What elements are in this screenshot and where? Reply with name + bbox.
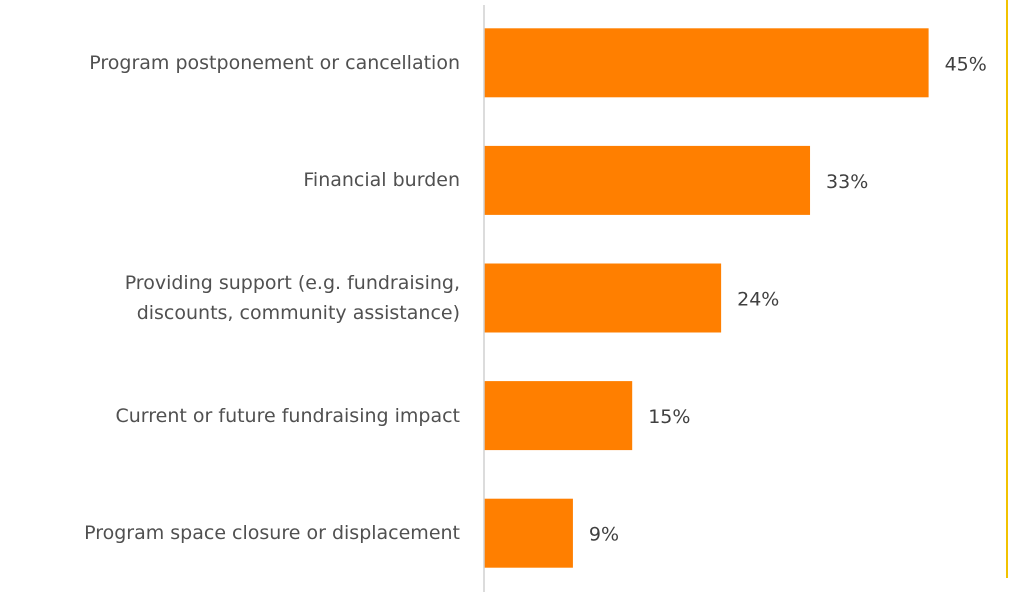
bar [484,145,811,215]
bar [484,28,929,98]
value-label: 45% [945,53,987,75]
value-label: 9% [589,524,619,546]
value-label: 24% [737,289,779,311]
bar [484,381,633,451]
bar [484,263,722,333]
category-label: Program postponement or cancellation [89,51,460,74]
value-label: 15% [648,406,690,428]
category-label: Program space closure or displacement [84,522,460,545]
bar [484,498,573,568]
category-label: Current or future fundraising impact [115,404,461,427]
value-label: 33% [826,171,868,193]
category-label: Providing support (e.g. fundraising, dis… [124,272,460,324]
category-label: Financial burden [303,169,460,192]
